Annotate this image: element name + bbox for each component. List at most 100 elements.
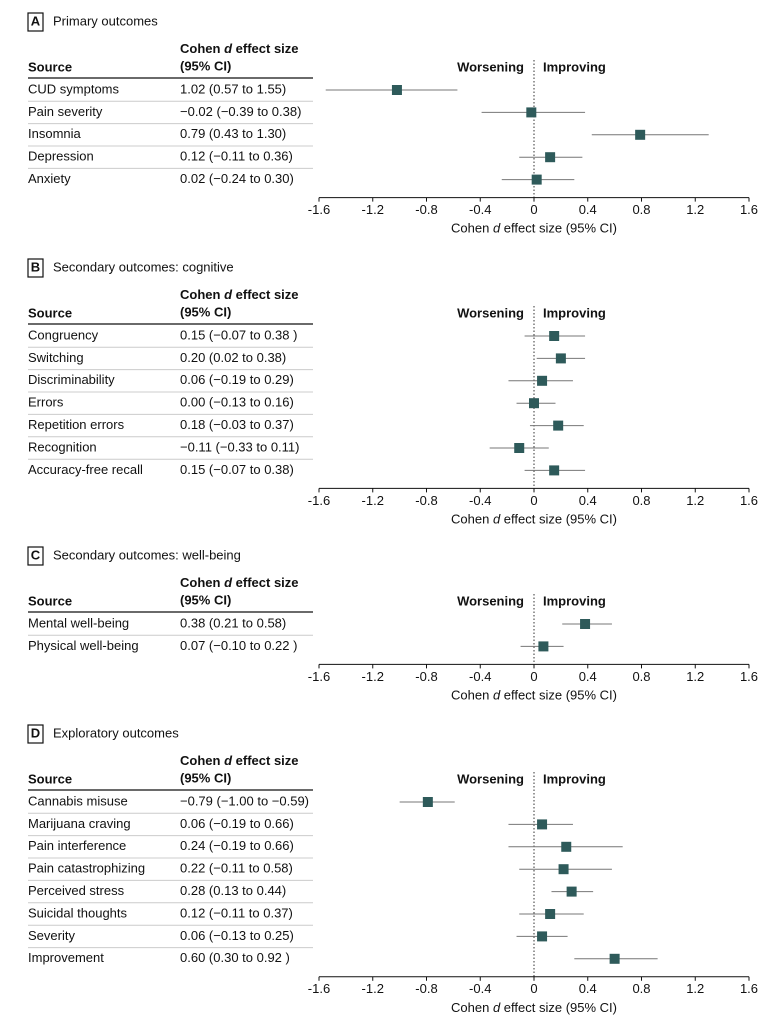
x-tick-label: -0.4 <box>469 202 491 217</box>
x-tick-label: 1.2 <box>686 202 704 217</box>
ci-label: 0.20 (0.02 to 0.38) <box>180 350 286 365</box>
x-tick-label: 0.4 <box>579 493 597 508</box>
x-tick-label: -1.2 <box>362 202 384 217</box>
x-tick-label: -1.6 <box>308 669 330 684</box>
x-tick-label: -1.2 <box>362 981 384 996</box>
x-tick-label: -1.2 <box>362 669 384 684</box>
ci-header: Cohen d effect size <box>180 753 299 768</box>
source-label: Discriminability <box>28 372 115 387</box>
ci-label: 0.60 (0.30 to 0.92 ) <box>180 950 290 965</box>
improving-label: Improving <box>543 771 606 786</box>
source-label: Accuracy-free recall <box>28 462 143 477</box>
x-tick-label: 0 <box>530 202 537 217</box>
estimate-marker <box>553 420 564 431</box>
x-axis-title: Cohen d effect size (95% CI) <box>451 1000 617 1015</box>
panel-letter-box <box>27 546 44 566</box>
estimate-marker <box>537 375 548 386</box>
ci-label: −0.11 (−0.33 to 0.11) <box>180 439 300 454</box>
ci-label: 0.06 (−0.19 to 0.66) <box>180 816 294 831</box>
x-axis-title-part: d <box>493 221 501 236</box>
panel-title: Secondary outcomes: cognitive <box>53 259 234 274</box>
estimate-marker <box>558 864 569 875</box>
panel-letter: C <box>31 547 41 562</box>
x-tick-label: 1.2 <box>686 669 704 684</box>
improving-label: Improving <box>543 59 606 74</box>
worsening-label: Worsening <box>457 593 524 608</box>
source-header: Source <box>28 593 72 608</box>
ci-header-part: d <box>224 575 233 590</box>
ci-label: 0.07 (−0.10 to 0.22 ) <box>180 638 297 653</box>
panel-letter: B <box>31 259 40 274</box>
x-tick-label: -0.4 <box>469 981 491 996</box>
worsening-label: Worsening <box>457 771 524 786</box>
ci-header-2: (95% CI) <box>180 58 231 73</box>
estimate-marker <box>422 797 433 807</box>
x-tick-label: 1.2 <box>686 981 704 996</box>
estimate-marker <box>529 398 539 409</box>
x-tick-label: 0 <box>530 981 537 996</box>
ci-header-part: Cohen <box>180 41 221 56</box>
ci-label: 0.02 (−0.24 to 0.30) <box>180 171 294 186</box>
estimate-marker <box>566 886 577 897</box>
ci-label: 0.06 (−0.13 to 0.25) <box>180 928 294 943</box>
source-header: Source <box>28 305 72 320</box>
source-label: Perceived stress <box>28 883 125 898</box>
source-label: Suicidal thoughts <box>28 905 128 920</box>
ci-header-part: d <box>224 753 233 768</box>
source-label: Anxiety <box>28 171 71 186</box>
ci-header: Cohen d effect size <box>180 287 299 302</box>
panel-letter-box <box>27 724 44 744</box>
ci-label: 0.15 (−0.07 to 0.38) <box>180 462 294 477</box>
x-axis-title-part: effect size (95% CI) <box>504 512 617 527</box>
estimate-marker <box>549 331 560 341</box>
panel-letter-box <box>27 258 44 278</box>
source-header: Source <box>28 771 72 786</box>
source-label: Pain severity <box>28 104 103 119</box>
x-tick-label: 1.2 <box>686 493 704 508</box>
estimate-marker <box>635 129 646 140</box>
x-tick-label: -0.8 <box>415 669 437 684</box>
source-header: Source <box>28 59 72 74</box>
x-axis-title: Cohen d effect size (95% CI) <box>451 221 617 236</box>
estimate-marker <box>531 174 542 185</box>
x-axis-title: Cohen d effect size (95% CI) <box>451 688 617 703</box>
estimate-marker <box>391 85 402 95</box>
source-label: Switching <box>28 350 84 365</box>
x-tick-label: 1.6 <box>740 493 758 508</box>
improving-label: Improving <box>543 305 606 320</box>
x-tick-label: -1.6 <box>308 202 330 217</box>
ci-label: −0.79 (−1.00 to −0.59) <box>180 793 309 808</box>
ci-label: 0.18 (−0.03 to 0.37) <box>180 417 294 432</box>
estimate-marker <box>537 931 548 942</box>
source-label: Improvement <box>28 950 104 965</box>
estimate-marker <box>555 353 566 364</box>
x-axis-title-part: d <box>493 1000 501 1015</box>
panel-letter-box <box>27 12 44 32</box>
estimate-marker <box>538 641 549 652</box>
ci-header-part: Cohen <box>180 287 221 302</box>
ci-header-2: (95% CI) <box>180 592 231 607</box>
worsening-label: Worsening <box>457 305 524 320</box>
x-tick-label: 0.8 <box>632 493 650 508</box>
ci-label: 0.79 (0.43 to 1.30) <box>180 126 286 141</box>
ci-header-2: (95% CI) <box>180 304 231 319</box>
ci-header-2: (95% CI) <box>180 770 231 785</box>
ci-label: 0.28 (0.13 to 0.44) <box>180 883 286 898</box>
x-tick-label: 0 <box>530 493 537 508</box>
ci-label: 0.12 (−0.11 to 0.37) <box>180 905 293 920</box>
source-label: Insomnia <box>28 126 82 141</box>
estimate-marker <box>526 107 537 118</box>
ci-header-part: d <box>224 41 233 56</box>
source-label: Cannabis misuse <box>28 793 128 808</box>
panel-letter: A <box>31 13 41 28</box>
panel-title: Primary outcomes <box>53 13 158 28</box>
x-tick-label: 1.6 <box>740 981 758 996</box>
estimate-marker <box>609 953 620 964</box>
x-axis-title-part: d <box>493 512 501 527</box>
source-label: Repetition errors <box>28 417 125 432</box>
panel-title: Exploratory outcomes <box>53 725 179 740</box>
x-tick-label: 0.8 <box>632 202 650 217</box>
source-label: Severity <box>28 928 75 943</box>
ci-header-part: effect size <box>236 287 299 302</box>
x-tick-label: 0.8 <box>632 669 650 684</box>
